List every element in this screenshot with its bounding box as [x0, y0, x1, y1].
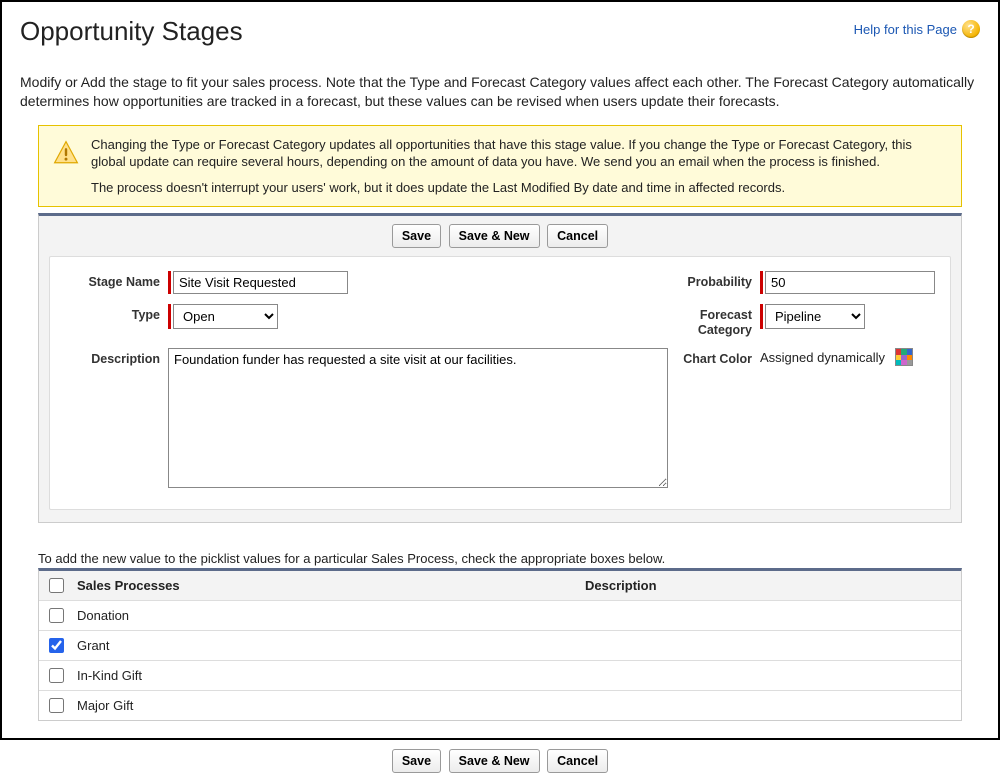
description-textarea[interactable]: [168, 348, 668, 488]
help-link-text: Help for this Page: [854, 22, 957, 37]
row-name: Grant: [73, 638, 581, 653]
stage-name-field-wrap: [168, 271, 488, 294]
chart-color-picker-button[interactable]: [895, 348, 913, 366]
cancel-button[interactable]: Cancel: [547, 749, 608, 773]
table-row: Grant: [39, 631, 961, 661]
save-and-new-button[interactable]: Save & New: [449, 224, 540, 248]
probability-field-wrap: [760, 271, 940, 294]
required-bar: [168, 271, 171, 294]
required-bar: [168, 304, 171, 329]
row-name: Major Gift: [73, 698, 581, 713]
chart-color-value: Assigned dynamically: [760, 348, 940, 366]
table-header-row: Sales Processes Description: [39, 571, 961, 601]
forecast-category-label: Forecast Category: [652, 304, 752, 338]
type-field-wrap: Open: [168, 304, 488, 329]
sales-processes-table: Sales Processes Description Donation Gran…: [38, 568, 962, 721]
required-bar: [760, 304, 763, 329]
warning-text-2: The process doesn't interrupt your users…: [91, 179, 947, 197]
forecast-category-select[interactable]: Pipeline: [765, 304, 865, 329]
form-grid: Stage Name Probability Type Open: [49, 256, 951, 510]
button-row-bottom: Save Save & New Cancel: [38, 749, 962, 773]
probability-input[interactable]: [765, 271, 935, 294]
type-select[interactable]: Open: [173, 304, 278, 329]
form-panel: Save Save & New Cancel Stage Name Probab…: [38, 213, 962, 523]
description-label: Description: [60, 348, 160, 367]
warning-banner: Changing the Type or Forecast Category u…: [38, 125, 962, 208]
required-bar: [760, 271, 763, 294]
page-title: Opportunity Stages: [20, 16, 243, 47]
warning-icon: [53, 140, 79, 166]
button-row-top: Save Save & New Cancel: [49, 224, 951, 248]
stage-name-input[interactable]: [173, 271, 348, 294]
detail-block: Changing the Type or Forecast Category u…: [38, 125, 962, 773]
table-row: In-Kind Gift: [39, 661, 961, 691]
table-row: Major Gift: [39, 691, 961, 720]
stage-name-label: Stage Name: [60, 271, 160, 290]
probability-label: Probability: [652, 271, 752, 290]
type-label: Type: [60, 304, 160, 323]
row-checkbox[interactable]: [49, 698, 64, 713]
save-and-new-button[interactable]: Save & New: [449, 749, 540, 773]
help-icon: ?: [962, 20, 980, 38]
chart-color-label: Chart Color: [652, 348, 752, 367]
forecast-category-field-wrap: Pipeline: [760, 304, 940, 329]
column-header-name: Sales Processes: [73, 578, 581, 593]
table-row: Donation: [39, 601, 961, 631]
select-all-checkbox[interactable]: [49, 578, 64, 593]
save-button[interactable]: Save: [392, 224, 441, 248]
row-checkbox[interactable]: [49, 608, 64, 623]
page-intro-text: Modify or Add the stage to fit your sale…: [20, 73, 980, 111]
cancel-button[interactable]: Cancel: [547, 224, 608, 248]
save-button[interactable]: Save: [392, 749, 441, 773]
picklist-intro-text: To add the new value to the picklist val…: [38, 551, 962, 566]
help-for-page-link[interactable]: Help for this Page ?: [854, 20, 980, 38]
warning-text-1: Changing the Type or Forecast Category u…: [91, 136, 947, 171]
page-header: Opportunity Stages Help for this Page ?: [20, 16, 980, 59]
row-name: Donation: [73, 608, 581, 623]
row-checkbox[interactable]: [49, 638, 64, 653]
column-header-desc: Description: [581, 578, 961, 593]
row-name: In-Kind Gift: [73, 668, 581, 683]
row-checkbox[interactable]: [49, 668, 64, 683]
chart-color-text: Assigned dynamically: [760, 350, 885, 365]
opportunity-stages-page: Opportunity Stages Help for this Page ? …: [0, 0, 1000, 740]
